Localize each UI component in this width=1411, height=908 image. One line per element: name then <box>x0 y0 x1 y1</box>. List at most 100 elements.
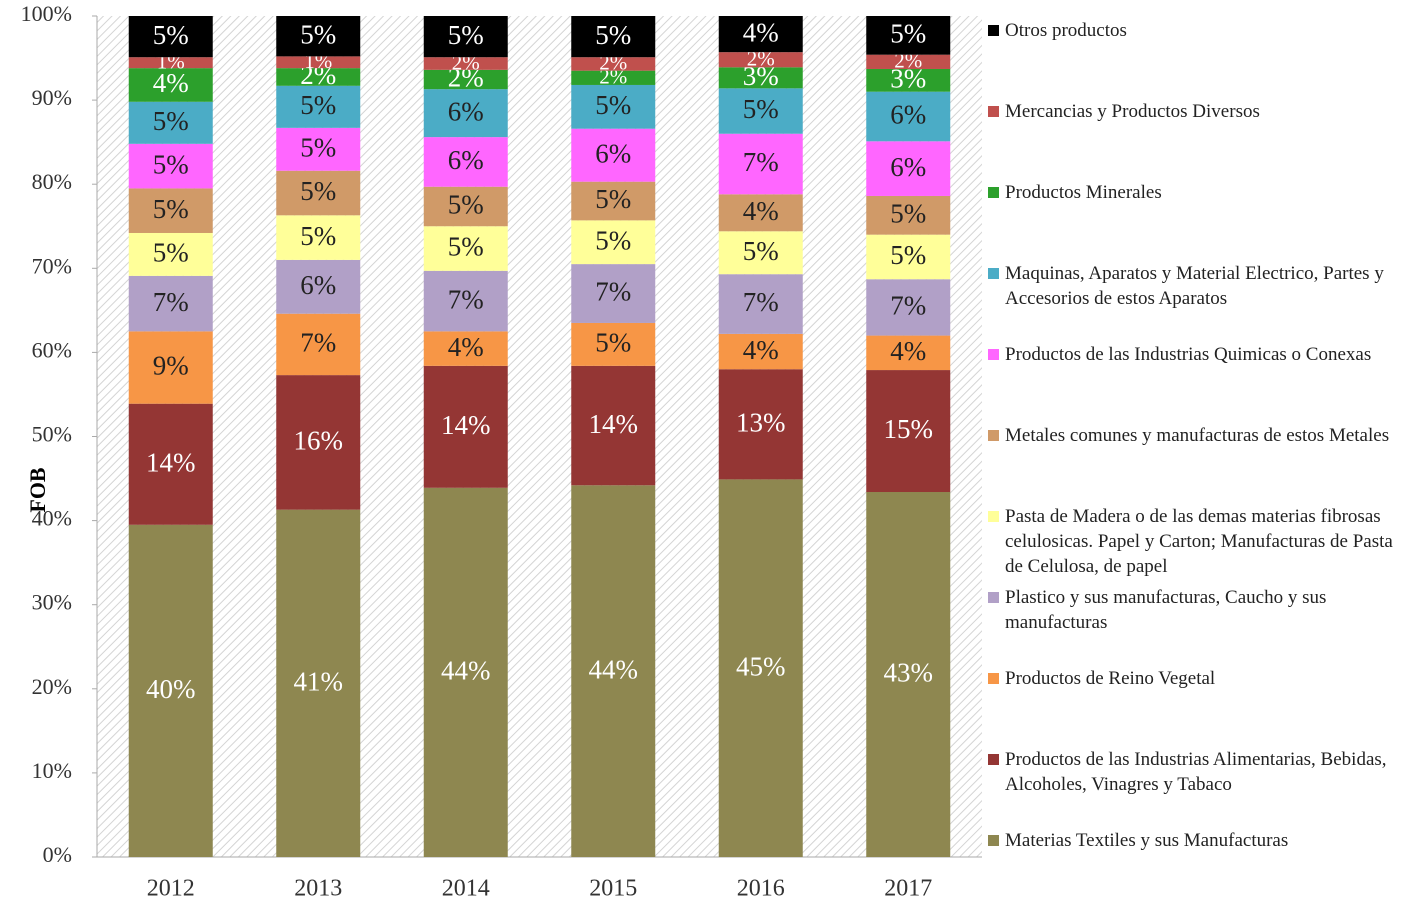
legend-swatch <box>988 673 999 684</box>
legend-entry: Mercancias y Productos Diversos <box>988 99 1408 124</box>
bar-segment <box>866 492 951 857</box>
bar-segment <box>718 52 803 68</box>
data-label: 5% <box>153 149 189 179</box>
bar-segment <box>423 16 508 58</box>
bar-segment <box>276 127 361 171</box>
bar-segment <box>423 89 508 138</box>
bar-segment <box>866 195 951 235</box>
x-tick-label: 2017 <box>884 876 932 902</box>
legend-swatch <box>988 268 999 279</box>
legend-label: Otros productos <box>1005 20 1127 41</box>
legend-label: Materias Textiles y sus Manufacturas <box>1005 830 1289 851</box>
bar-segment <box>571 84 656 129</box>
y-tick-label: 90% <box>32 85 72 110</box>
bar-segment <box>718 231 803 275</box>
bar-segment <box>866 335 951 371</box>
legend-swatch <box>988 349 999 360</box>
data-label: 5% <box>595 20 631 50</box>
y-tick-label: 50% <box>32 422 72 447</box>
data-label: 44% <box>589 654 639 684</box>
bar-segment <box>423 137 508 187</box>
data-label: 5% <box>153 194 189 224</box>
x-tick-label: 2012 <box>147 876 195 902</box>
y-tick-label: 70% <box>32 253 72 278</box>
bar-segment <box>423 270 508 332</box>
data-label: 6% <box>890 152 926 182</box>
data-label: 5% <box>153 238 189 268</box>
y-tick-label: 80% <box>32 169 72 194</box>
bar-segment <box>423 57 508 70</box>
data-label: 5% <box>300 90 336 120</box>
bar-segment <box>571 220 656 265</box>
legend-entry: Productos de las Industrias Quimicas o C… <box>988 342 1408 367</box>
bar-segment <box>276 16 361 57</box>
bar-segment <box>276 215 361 260</box>
bar-segment <box>718 194 803 232</box>
y-tick-label: 20% <box>32 674 72 699</box>
bar-segment <box>423 365 508 488</box>
bar-segment <box>128 524 213 857</box>
data-label: 5% <box>890 199 926 229</box>
bar-segment <box>128 232 213 276</box>
bar-segment <box>276 56 361 69</box>
x-tick-label: 2016 <box>737 876 785 902</box>
data-label: 5% <box>890 19 926 49</box>
data-label: 7% <box>743 147 779 177</box>
legend-label: Productos Minerales <box>1005 182 1162 203</box>
data-label: 5% <box>595 328 631 358</box>
y-tick-label: 100% <box>21 1 72 26</box>
bar-segment <box>866 68 951 92</box>
bar-segment <box>866 16 951 55</box>
data-label: 14% <box>441 410 491 440</box>
bar-segment <box>128 331 213 404</box>
legend-entry: Plastico y sus manufacturas, Caucho y su… <box>988 585 1408 635</box>
bar-segment <box>571 57 656 71</box>
bar-segment <box>276 170 361 216</box>
data-label: 5% <box>595 184 631 214</box>
bar-segment <box>866 279 951 336</box>
data-label: 5% <box>153 20 189 50</box>
data-label: 43% <box>884 658 934 688</box>
data-label: 9% <box>153 351 189 381</box>
bar-segment <box>276 313 361 376</box>
data-label: 45% <box>736 651 786 681</box>
legend-swatch <box>988 835 999 846</box>
data-label: 5% <box>300 133 336 163</box>
data-label: 14% <box>589 409 639 439</box>
bar-segment <box>718 16 803 53</box>
data-label: 4% <box>448 332 484 362</box>
bar-segment <box>128 101 213 144</box>
bar-segment <box>571 365 656 486</box>
bar-segment <box>718 369 803 480</box>
bar-segment <box>423 487 508 857</box>
legend: Materias Textiles y sus Manufacturas Prod… <box>988 0 1411 908</box>
legend-label: Pasta de Madera o de las demas materias … <box>1005 506 1393 577</box>
data-label: 4% <box>743 196 779 226</box>
legend-swatch <box>988 754 999 765</box>
x-tick-label: 2015 <box>589 876 637 902</box>
data-label: 6% <box>300 270 336 300</box>
y-tick-label: 10% <box>32 758 72 783</box>
bar-segment <box>276 375 361 510</box>
legend-entry: Materias Textiles y sus Manufacturas <box>988 828 1408 853</box>
data-label: 5% <box>595 90 631 120</box>
data-label: 44% <box>441 656 491 686</box>
legend-entry: Pasta de Madera o de las demas materias … <box>988 504 1408 579</box>
data-label: 7% <box>595 277 631 307</box>
data-label: 6% <box>448 96 484 126</box>
data-label: 5% <box>448 190 484 220</box>
bar-segment <box>128 403 213 525</box>
legend-label: Productos de las Industrias Quimicas o C… <box>1005 344 1372 365</box>
legend-label: Mercancias y Productos Diversos <box>1005 101 1260 122</box>
data-label: 5% <box>890 240 926 270</box>
data-label: 7% <box>448 284 484 314</box>
bar-segment <box>423 186 508 227</box>
bar-segment <box>866 54 951 69</box>
data-label: 5% <box>300 19 336 49</box>
bar-segment <box>571 181 656 221</box>
legend-entry: Productos Minerales <box>988 180 1408 205</box>
data-label: 4% <box>743 17 779 47</box>
data-label: 4% <box>743 335 779 365</box>
data-label: 7% <box>890 291 926 321</box>
